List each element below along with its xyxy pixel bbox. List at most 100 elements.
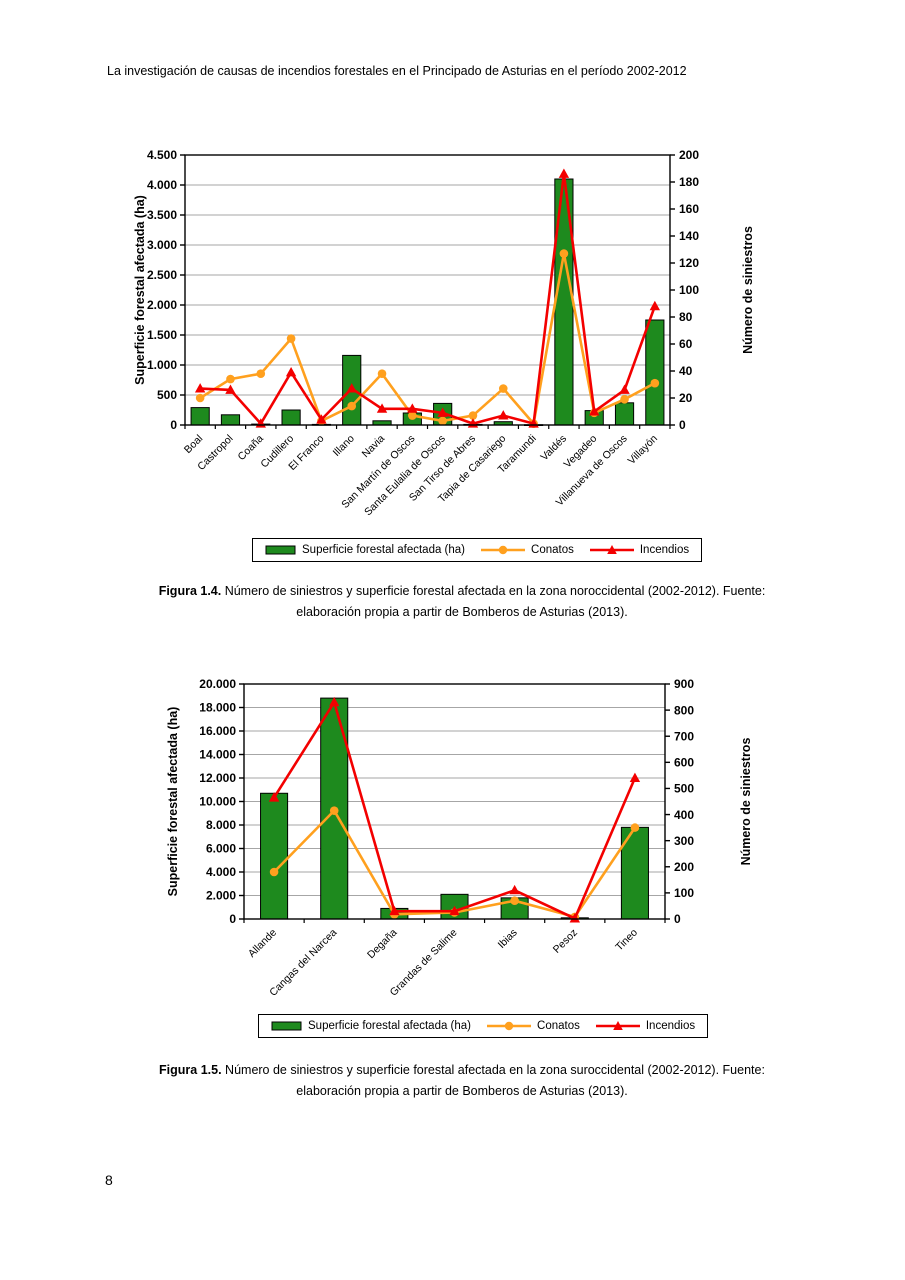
x-label-Tineo: Tineo xyxy=(613,927,640,954)
left-axis-tick: 18.000 xyxy=(199,701,236,715)
left-axis-tick: 2.500 xyxy=(147,268,177,282)
bar-Boal xyxy=(190,407,210,426)
caption-line-2: elaboración propia a partir de Bomberos … xyxy=(296,1084,628,1098)
legend-item-conatos: Conatos xyxy=(486,1020,580,1032)
bar-swatch-icon xyxy=(265,545,296,555)
marker-conatos-Allande xyxy=(269,867,279,877)
legend-label: Superficie forestal afectada (ha) xyxy=(302,544,466,556)
x-label-Allande: Allande xyxy=(246,927,279,960)
page-header: La investigación de causas de incendios … xyxy=(107,64,687,78)
figura-1-4-caption: Figura 1.4. Número de siniestros y super… xyxy=(72,581,852,623)
right-axis-tick: 300 xyxy=(674,834,694,848)
marker-incendios-Pesoz xyxy=(569,913,580,923)
marker-incendios-San Martín de Oscos xyxy=(407,403,418,413)
right-axis-title: Número de siniestros xyxy=(739,738,753,866)
right-axis-tick: 0 xyxy=(679,418,686,432)
marker-conatos-Villanueva de Oscos xyxy=(620,395,629,404)
left-axis-tick: 12.000 xyxy=(199,771,236,785)
marker-conatos-San Martín de Oscos xyxy=(408,411,417,420)
marker-incendios-Boal xyxy=(194,383,206,393)
right-axis-tick: 60 xyxy=(679,337,693,351)
caption-figure-label: Figura 1.4. xyxy=(158,584,222,598)
legend-item-conatos: Conatos xyxy=(480,544,574,556)
legend-item-superficie: Superficie forestal afectada (ha) xyxy=(265,544,465,556)
left-axis-tick: 4.500 xyxy=(147,148,177,162)
right-axis-tick: 200 xyxy=(674,860,694,874)
page-number: 8 xyxy=(105,1172,113,1188)
bar-Villanueva de Oscos xyxy=(614,402,635,426)
line-conatos xyxy=(199,253,656,427)
right-axis-tick: 800 xyxy=(674,703,694,717)
marker-incendios-Castropol xyxy=(225,384,236,394)
right-axis-tick: 700 xyxy=(674,729,694,743)
marker-conatos-Illano xyxy=(347,401,357,411)
left-axis-tick: 1.000 xyxy=(147,358,177,372)
marker-conatos-San Tirso de Abres xyxy=(468,411,478,420)
left-axis-tick: 3.000 xyxy=(147,238,177,252)
marker-incendios-Villanueva de Oscos xyxy=(619,384,630,394)
figura-1-4-legend: Superficie forestal afectada (ha) Conatos… xyxy=(252,538,703,562)
marker-conatos-Cangas del Narcea xyxy=(329,806,339,815)
marker-conatos-Ibias xyxy=(510,896,519,906)
legend-item-superficie: Superficie forestal afectada (ha) xyxy=(271,1020,471,1032)
marker-incendios-Tineo xyxy=(629,772,641,782)
marker-conatos-Coaña xyxy=(256,369,266,378)
right-axis-tick: 20 xyxy=(679,391,693,405)
left-axis-tick: 20.000 xyxy=(199,677,236,691)
line-incendios xyxy=(200,173,657,426)
left-axis-tick: 14.000 xyxy=(199,748,236,762)
caption-line-1: Figura 1.4. Número de siniestros y super… xyxy=(72,581,852,602)
right-axis-tick: 100 xyxy=(679,283,699,297)
caption-line-2: elaboración propia a partir de Bomberos … xyxy=(296,605,628,619)
left-axis-tick: 6.000 xyxy=(206,842,236,856)
legend-item-incendios: Incendios xyxy=(589,544,689,556)
left-axis-tick: 8.000 xyxy=(206,818,236,832)
right-axis-tick: 900 xyxy=(674,677,694,691)
left-axis-title: Superficie forestal afectada (ha) xyxy=(166,707,180,897)
right-axis-tick: 200 xyxy=(679,148,699,162)
marker-conatos-Villayón xyxy=(650,378,660,388)
marker-conatos-Navia xyxy=(377,369,387,378)
caption-text: Número de siniestros y superficie forest… xyxy=(221,584,766,598)
right-axis-tick: 40 xyxy=(679,364,693,378)
right-axis-tick: 600 xyxy=(674,756,694,770)
circle-line-swatch-icon xyxy=(481,545,526,555)
marker-incendios-Grandas de Salime xyxy=(449,905,460,916)
x-label-Degaña: Degaña xyxy=(365,927,400,962)
right-axis-tick: 400 xyxy=(674,808,694,822)
right-axis-tick: 180 xyxy=(679,175,699,189)
marker-incendios-Vegadeo xyxy=(589,406,600,416)
legend-label: Incendios xyxy=(645,1020,696,1032)
left-axis-title: Superficie forestal afectada (ha) xyxy=(133,195,147,385)
marker-incendios-El Franco xyxy=(316,414,327,424)
circle-line-swatch-icon xyxy=(487,1021,532,1031)
legend-label: Superficie forestal afectada (ha) xyxy=(308,1020,472,1032)
left-axis-tick: 0 xyxy=(229,912,236,926)
x-label-Grandas de Salime: Grandas de Salime xyxy=(388,927,460,999)
triangle-line-swatch-icon xyxy=(595,1021,640,1030)
figura-1-4-chart: 0 500 1.000 1.500 2.000 2.500 3.000 3.500 4.000 4… xyxy=(133,148,755,518)
right-axis-tick: 140 xyxy=(679,229,699,243)
figura-1-5-legend: Superficie forestal afectada (ha) Conatos… xyxy=(258,1014,709,1038)
right-axis-tick: 80 xyxy=(679,310,693,324)
right-axis-tick: 500 xyxy=(674,782,694,796)
legend-label: Conatos xyxy=(537,1020,580,1032)
marker-conatos-Tapia de Casariego xyxy=(498,384,508,393)
caption-line-1: Figura 1.5. Número de siniestros y super… xyxy=(72,1060,852,1081)
marker-conatos-Castropol xyxy=(226,374,235,384)
x-label-Pesoz: Pesoz xyxy=(551,927,580,956)
marker-incendios-Santa Eulalia de Oscos xyxy=(437,407,448,417)
bar-Villayón xyxy=(645,319,665,426)
x-label-Illano: Illano xyxy=(331,433,357,459)
right-axis-tick: 120 xyxy=(679,256,699,270)
right-axis-tick: 160 xyxy=(679,202,699,216)
marker-incendios-Ibias xyxy=(509,884,520,895)
marker-incendios-Villayón xyxy=(649,300,661,311)
marker-incendios-Valdés xyxy=(558,168,570,178)
legend-label: Conatos xyxy=(531,544,574,556)
left-axis-tick: 0 xyxy=(170,418,177,432)
marker-incendios-Navia xyxy=(376,403,388,413)
legend-item-incendios: Incendios xyxy=(595,1020,695,1032)
caption-text: Número de siniestros y superficie forest… xyxy=(221,1063,765,1077)
